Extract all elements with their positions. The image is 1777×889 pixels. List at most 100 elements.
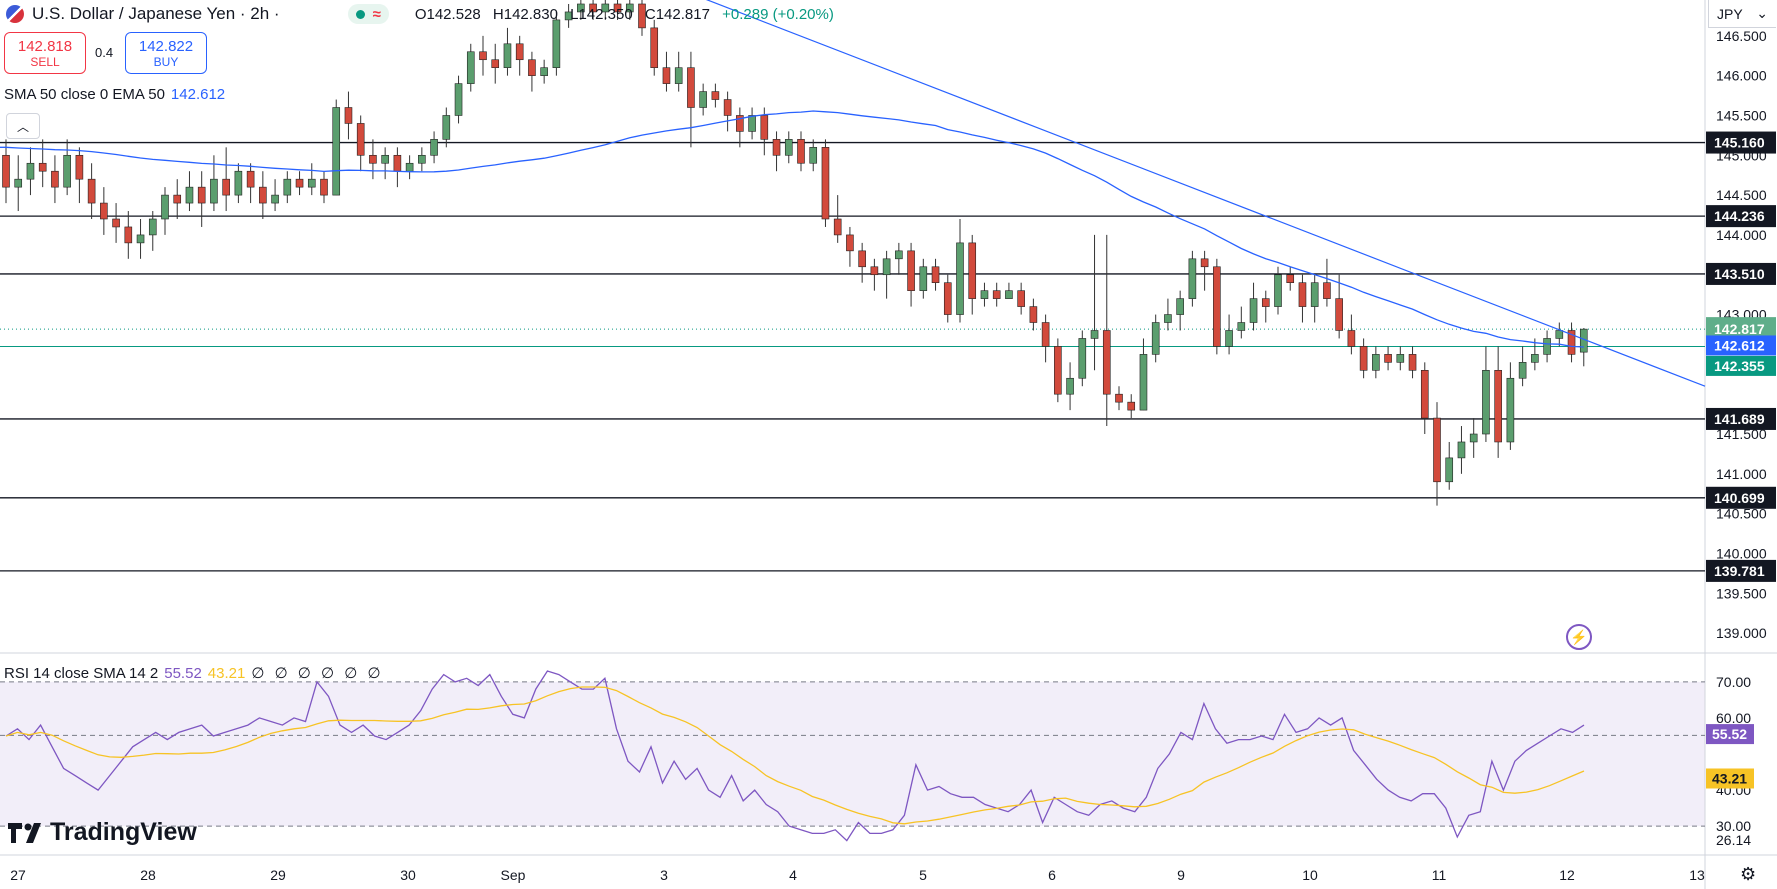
candle-up — [234, 170, 243, 196]
candle-up — [136, 234, 145, 244]
candle-down — [589, 3, 597, 13]
candle-down — [760, 115, 769, 140]
candle-up — [956, 242, 964, 315]
level-price-tag: 140.699 — [1714, 490, 1765, 506]
candle-down — [650, 27, 659, 68]
level-price-tag-bg — [1706, 131, 1776, 154]
candle-up — [552, 19, 561, 68]
market-status-pill[interactable]: ≈ — [347, 4, 389, 24]
candle-down — [772, 139, 781, 156]
ema-price-tag: 142.612 — [1714, 337, 1765, 353]
candle-down — [295, 178, 304, 188]
price-axis-tick: 146.500 — [1716, 28, 1767, 44]
lightning-icon[interactable]: ⚡ — [1566, 624, 1592, 650]
candle-down — [723, 99, 732, 116]
candle-down — [491, 59, 500, 68]
rsi-value-tag: 55.52 — [1712, 726, 1747, 742]
candle-down — [992, 290, 1001, 299]
rsi-axis-tick: 30.00 — [1716, 818, 1751, 834]
level-price-tag-bg — [1706, 486, 1776, 509]
currency-selector[interactable]: JPY ⌄ — [1708, 0, 1776, 28]
candle-down — [1494, 369, 1502, 443]
candle-up — [1518, 362, 1527, 379]
low-price-tag-bg — [1706, 355, 1776, 376]
ema-50-line — [0, 110, 1584, 348]
candle-up — [895, 250, 903, 260]
candle-down — [736, 115, 744, 132]
indicator-legend[interactable]: SMA 50 close 0 EMA 50 142.612 — [4, 86, 225, 103]
candle-down — [1261, 298, 1270, 307]
rsi-axis-tick: 26.14 — [1716, 832, 1751, 848]
candle-down — [1323, 282, 1331, 299]
candle-up — [1249, 298, 1258, 323]
indicator-value: 142.612 — [170, 86, 226, 103]
level-price-tag: 139.781 — [1714, 563, 1765, 579]
price-axis-tick: 140.000 — [1716, 545, 1767, 561]
candle-up — [271, 194, 279, 204]
candle-down — [858, 250, 866, 268]
candle-down — [870, 266, 879, 276]
last-price-tag: 142.817 — [1714, 321, 1765, 337]
candle-up — [699, 91, 707, 108]
symbol-title[interactable]: U.S. Dollar / Japanese Yen · 2h · — [32, 4, 280, 23]
candle-down — [246, 170, 255, 188]
candle-down — [51, 170, 59, 188]
time-axis-label: 28 — [140, 867, 156, 883]
wave-icon: ≈ — [372, 5, 381, 23]
sell-button[interactable]: 142.818 SELL — [4, 32, 86, 74]
candle-down — [943, 282, 952, 315]
rsi-extra-values: ∅ ∅ ∅ ∅ ∅ ∅ — [251, 665, 384, 682]
candle-down — [197, 186, 206, 204]
rsi-legend-value: 55.52 — [164, 665, 202, 682]
level-price-tag-bg — [1706, 205, 1776, 228]
price-axis-tick: 145.500 — [1716, 107, 1767, 123]
tradingview-logo-icon — [8, 822, 41, 843]
price-axis-tick: 139.500 — [1716, 585, 1767, 601]
candle-down — [1347, 330, 1356, 347]
candle-down — [369, 154, 377, 164]
settings-gear-icon[interactable]: ⚙ — [1740, 864, 1757, 884]
candle-up — [882, 258, 891, 276]
level-price-tag-bg — [1706, 262, 1776, 285]
level-price-tag-bg — [1706, 407, 1776, 430]
rsi-legend[interactable]: RSI 14 close SMA 14 2 55.52 43.21 ∅ ∅ ∅ ∅ ∅… — [4, 664, 384, 682]
candle-down — [393, 154, 402, 172]
rsi-sma-legend-value: 43.21 — [207, 665, 246, 682]
candle-up — [1555, 330, 1564, 339]
candle-down — [797, 139, 805, 164]
indicator-label: SMA 50 close 0 EMA 50 — [4, 86, 165, 103]
candle-down — [173, 194, 182, 204]
candle-up — [919, 266, 928, 291]
candle-up — [601, 3, 610, 13]
buy-button[interactable]: 142.822 BUY — [125, 32, 207, 74]
chevron-up-icon: ︿ — [16, 119, 29, 134]
candle-up — [430, 139, 438, 156]
candle-down — [1408, 354, 1417, 371]
candle-down — [1384, 354, 1392, 363]
level-price-tag: 144.236 — [1714, 208, 1765, 224]
candle-up — [1066, 377, 1074, 395]
candle-down — [2, 154, 10, 188]
candle-up — [1176, 298, 1184, 315]
level-price-tag: 145.160 — [1714, 135, 1765, 151]
candle-down — [613, 3, 622, 13]
tradingview-logo[interactable]: TradingView — [8, 818, 197, 847]
candle-up — [564, 11, 573, 21]
candle-down — [222, 178, 230, 196]
candle-down — [75, 154, 84, 180]
collapse-legend-button[interactable]: ︿ — [6, 113, 40, 139]
candle-down — [100, 202, 108, 220]
candle-down — [821, 147, 830, 220]
candle-down — [528, 59, 536, 76]
price-axis-tick: 141.000 — [1716, 466, 1767, 482]
candle-up — [625, 3, 634, 13]
rsi-axis-tick: 70.00 — [1716, 674, 1751, 690]
sell-price: 142.818 — [17, 37, 73, 55]
candle-down — [1213, 266, 1221, 347]
price-axis-tick: 139.000 — [1716, 625, 1767, 641]
candle-down — [1433, 417, 1441, 483]
rsi-line — [5, 670, 1585, 842]
price-axis-tick: 141.500 — [1716, 426, 1767, 442]
candle-up — [307, 178, 316, 188]
